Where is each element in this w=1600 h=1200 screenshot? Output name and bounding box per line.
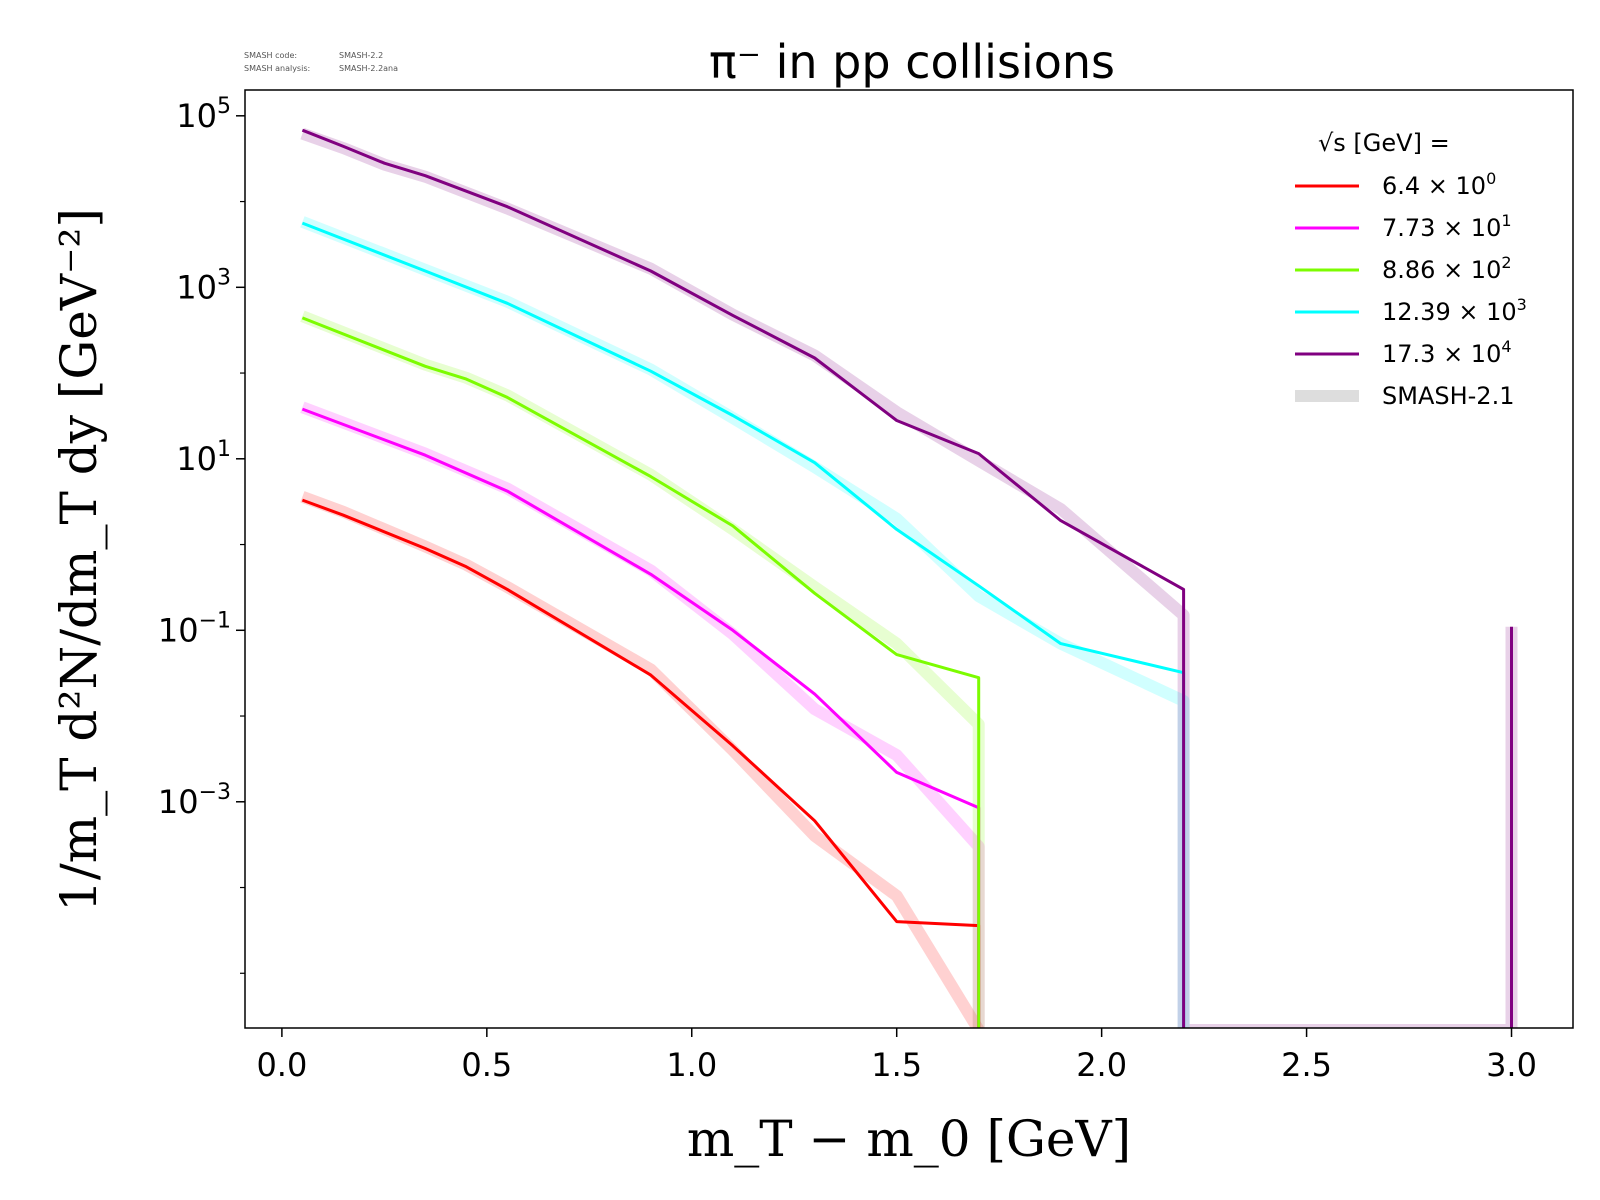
x-axis-label: m_T − m_0 [GeV] bbox=[687, 1110, 1131, 1168]
y-tick-label-1: 103 bbox=[176, 265, 231, 306]
legend-label-0: 6.4 × 100 bbox=[1382, 169, 1496, 200]
x-tick-label-4: 2.0 bbox=[1076, 1046, 1127, 1084]
legend-label-2: 8.86 × 102 bbox=[1382, 253, 1512, 284]
legend-label-reference: SMASH-2.1 bbox=[1382, 382, 1514, 410]
x-tick-label-1: 0.5 bbox=[461, 1046, 512, 1084]
legend-label-4: 17.3 × 104 bbox=[1382, 337, 1512, 368]
series-line-2 bbox=[301, 316, 981, 1028]
y-tick-label-2: 101 bbox=[176, 437, 231, 478]
x-tick-label-6: 3.0 bbox=[1486, 1046, 1537, 1084]
y-tick-label-4: 10−3 bbox=[158, 780, 231, 821]
series-line-4 bbox=[301, 128, 1513, 1028]
reference-series-line-0 bbox=[300, 491, 984, 1028]
legend-label-3: 12.39 × 103 bbox=[1382, 295, 1527, 326]
reference-series-line-2 bbox=[300, 310, 985, 1028]
x-axis-ticks: 0.0 0.5 1.0 1.5 2.0 2.5 3.0 bbox=[256, 1028, 1537, 1084]
y-tick-label-3: 10−1 bbox=[158, 608, 231, 649]
series-line-0 bbox=[301, 498, 981, 1028]
y-axis-label: 1/m_T d²N/dm_T dy [GeV⁻²] bbox=[50, 208, 108, 912]
reference-series-group bbox=[300, 127, 1518, 1028]
y-tick-label-0: 105 bbox=[176, 94, 231, 135]
legend: √s [GeV] = 6.4 × 100 7.73 × 101 8.86 × 102… bbox=[1295, 129, 1527, 410]
chart-title: π⁻ in pp collisions bbox=[709, 35, 1115, 89]
legend-title: √s [GeV] = bbox=[1318, 129, 1450, 157]
plot-frame bbox=[244, 89, 1574, 1029]
x-tick-label-5: 2.5 bbox=[1281, 1046, 1332, 1084]
legend-label-1: 7.73 × 101 bbox=[1382, 211, 1512, 242]
reference-series-line-3 bbox=[300, 216, 1190, 1028]
reference-series-line-4 bbox=[300, 127, 1518, 1028]
series-line-3 bbox=[301, 221, 1186, 1028]
x-tick-label-0: 0.0 bbox=[256, 1046, 307, 1084]
meta-line2-value: SMASH-2.2ana bbox=[339, 64, 398, 73]
x-tick-label-3: 1.5 bbox=[871, 1046, 922, 1084]
meta-line2-key: SMASH analysis: bbox=[244, 64, 310, 73]
code-version-info: SMASH code: SMASH-2.2 SMASH analysis: SM… bbox=[244, 51, 398, 73]
x-tick-label-2: 1.0 bbox=[666, 1046, 717, 1084]
series-line-1 bbox=[301, 407, 981, 1028]
meta-line1-key: SMASH code: bbox=[244, 51, 297, 60]
meta-line1-value: SMASH-2.2 bbox=[339, 51, 383, 60]
y-axis-ticks: 105 103 101 10−1 10−3 bbox=[158, 94, 245, 974]
reference-series-line-1 bbox=[300, 401, 985, 1028]
series-group bbox=[301, 128, 1513, 1028]
